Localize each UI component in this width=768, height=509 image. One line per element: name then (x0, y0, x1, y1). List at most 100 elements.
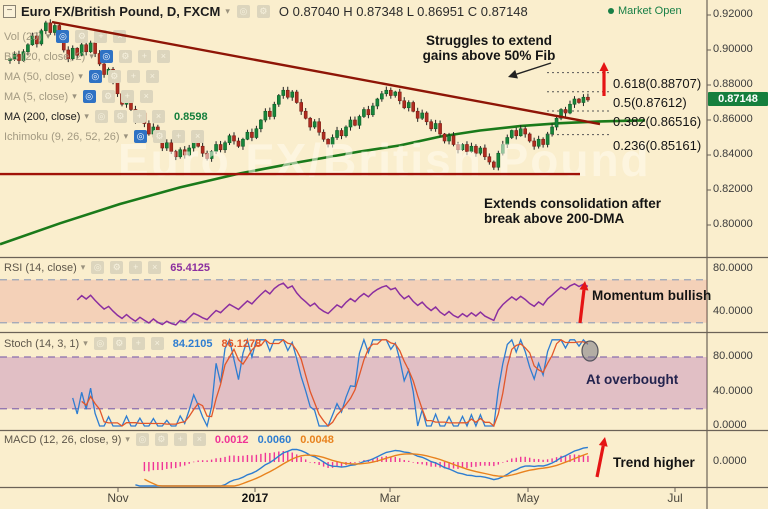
time-axis-label[interactable]: 2017 (241, 491, 269, 505)
chevron-down-icon[interactable]: ▾ (123, 131, 129, 141)
chevron-down-icon[interactable]: ▾ (84, 111, 89, 121)
annotation-line: break above 200-DMA (484, 211, 625, 226)
visibility-icon[interactable]: ◎ (99, 50, 113, 63)
macd-histogram-bar (291, 452, 293, 462)
add-icon[interactable]: + (131, 337, 145, 350)
add-icon[interactable]: + (132, 110, 146, 123)
macd-histogram-bar (582, 455, 585, 462)
chevron-down-icon[interactable]: ▾ (125, 434, 130, 444)
time-axis-label[interactable]: Mar (379, 491, 401, 505)
visibility-icon[interactable]: ◎ (56, 30, 70, 43)
rsi-label[interactable]: RSI (14, close) (4, 261, 77, 274)
visibility-icon[interactable]: ◎ (82, 90, 96, 103)
price-axis-label: 0.92000 (713, 8, 753, 20)
settings-icon[interactable]: ⚙ (256, 5, 270, 18)
stoch-d-value: 86.1278 (221, 337, 262, 350)
close-icon[interactable]: × (150, 337, 164, 350)
macd-histogram-bar (179, 462, 181, 467)
visibility-icon[interactable]: ◎ (236, 5, 250, 18)
rsi-axis-label: 40.0000 (713, 305, 753, 317)
add-icon[interactable]: + (126, 70, 140, 83)
close-icon[interactable]: × (113, 30, 127, 43)
visibility-icon[interactable]: ◎ (91, 261, 105, 274)
candle-body (483, 147, 487, 158)
annotation-overbought: At overbought (586, 372, 679, 387)
time-axis-label[interactable]: May (516, 491, 540, 505)
settings-icon[interactable]: ⚙ (75, 30, 89, 43)
time-axis-label[interactable]: Jul (667, 491, 683, 505)
chevron-down-icon[interactable]: ▾ (225, 6, 230, 16)
macd-histogram-bar (228, 455, 231, 462)
time-axis-label[interactable]: Nov (107, 491, 129, 505)
candle-body (500, 144, 505, 154)
candle-body (281, 89, 286, 96)
visibility-icon[interactable]: ◎ (134, 130, 148, 143)
add-icon[interactable]: + (129, 261, 143, 274)
macd-histogram-bar (493, 462, 495, 467)
candle-body (541, 138, 545, 145)
close-icon[interactable]: × (139, 90, 153, 103)
annotation-struggles: Struggles to extend gains above 50% Fib (398, 33, 580, 63)
macd-histogram-bar (520, 456, 522, 462)
indicator-row-ma: MA (5, close) ▾ ◎ ⚙ + × (4, 90, 153, 103)
close-icon[interactable]: × (156, 50, 170, 63)
indicator-label[interactable]: Vol (20) (4, 30, 42, 43)
candle-body (577, 98, 581, 103)
stoch-label[interactable]: Stoch (14, 3, 1) (4, 337, 80, 350)
add-icon[interactable]: + (120, 90, 134, 103)
settings-icon[interactable]: ⚙ (118, 50, 132, 63)
settings-icon[interactable]: ⚙ (154, 433, 168, 446)
settings-icon[interactable]: ⚙ (110, 261, 124, 274)
visibility-icon[interactable]: ◎ (94, 110, 108, 123)
close-icon[interactable]: × (148, 261, 162, 274)
indicator-label[interactable]: MA (50, close) (4, 70, 75, 83)
visibility-icon[interactable]: ◎ (88, 70, 102, 83)
candle-body (17, 54, 21, 61)
close-icon[interactable]: × (151, 110, 165, 123)
settings-icon[interactable]: ⚙ (101, 90, 115, 103)
indicator-label[interactable]: MA (200, close) (4, 110, 81, 123)
visibility-icon[interactable]: ◎ (93, 337, 107, 350)
chevron-down-icon[interactable]: ▾ (89, 51, 94, 61)
candle-body (474, 145, 478, 154)
candle-body (223, 142, 227, 151)
visibility-icon[interactable]: ◎ (135, 433, 149, 446)
macd-histogram-bar (349, 462, 352, 464)
indicator-label[interactable]: MA (5, close) (4, 90, 69, 103)
candle-body (299, 102, 304, 112)
settings-icon[interactable]: ⚙ (113, 110, 127, 123)
macd-histogram-bar (354, 462, 356, 463)
candle-body (442, 133, 447, 142)
candle-body (496, 152, 501, 168)
settings-icon[interactable]: ⚙ (112, 337, 126, 350)
close-icon[interactable]: × (192, 433, 206, 446)
settings-icon[interactable]: ⚙ (153, 130, 167, 143)
macd-histogram-bar (537, 459, 540, 462)
add-icon[interactable]: + (94, 30, 108, 43)
price-axis-label: 0.88000 (713, 78, 753, 90)
collapse-icon[interactable]: − (3, 5, 16, 18)
chevron-down-icon[interactable]: ▾ (83, 338, 88, 348)
macd-header: MACD (12, 26, close, 9) ▾ ◎ ⚙ + × 0.0012… (4, 433, 334, 446)
candle-body (402, 100, 407, 109)
indicator-label[interactable]: BB (20, close, 2) (4, 50, 86, 63)
macd-histogram-bar (408, 460, 410, 462)
stoch-band (0, 357, 707, 409)
add-icon[interactable]: + (172, 130, 186, 143)
candle-body (406, 102, 411, 109)
macd-histogram-bar (157, 462, 159, 470)
macd-histogram-bar (161, 462, 164, 471)
add-icon[interactable]: + (173, 433, 187, 446)
symbol-title[interactable]: Euro FX/British Pound, D, FXCM (21, 4, 221, 19)
close-icon[interactable]: × (145, 70, 159, 83)
chevron-down-icon[interactable]: ▾ (72, 91, 77, 101)
add-icon[interactable]: + (137, 50, 151, 63)
settings-icon[interactable]: ⚙ (107, 70, 121, 83)
chevron-down-icon[interactable]: ▾ (80, 262, 86, 272)
indicator-label[interactable]: Ichimoku (9, 26, 52, 26) (4, 130, 120, 143)
chevron-down-icon[interactable]: ▾ (45, 31, 51, 41)
close-icon[interactable]: × (191, 130, 205, 143)
chevron-down-icon[interactable]: ▾ (78, 71, 83, 81)
macd-label[interactable]: MACD (12, 26, close, 9) (4, 433, 122, 446)
